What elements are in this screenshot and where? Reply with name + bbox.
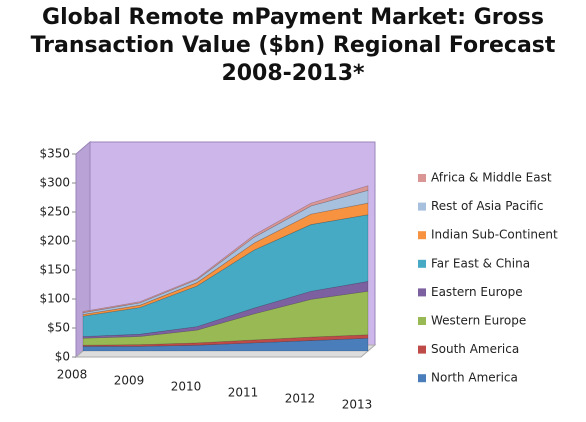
legend-label: Indian Sub-Continent — [431, 228, 558, 242]
y-tick-label: $200 — [39, 234, 70, 248]
y-tick-label: $50 — [47, 321, 70, 335]
legend-swatch — [418, 317, 426, 325]
x-tick-label: 2010 — [171, 380, 202, 394]
legend-label: Rest of Asia Pacific — [431, 199, 543, 213]
legend-swatch — [418, 345, 426, 354]
legend-label: Western Europe — [431, 314, 526, 328]
legend-swatch — [418, 231, 426, 240]
x-tick-label: 2013 — [342, 398, 373, 412]
y-tick-label: $300 — [39, 176, 70, 190]
area — [82, 185, 369, 314]
chart-title: Global Remote mPayment Market: Gross Tra… — [30, 5, 556, 86]
y-tick-label: $0 — [55, 350, 70, 364]
x-tick-label: 2008 — [57, 368, 88, 382]
x-tick-label: 2009 — [114, 374, 145, 388]
y-tick-label: $100 — [39, 292, 70, 306]
legend-label: North America — [431, 371, 518, 385]
legend-swatch — [418, 288, 426, 297]
x-tick-label: 2011 — [228, 386, 259, 400]
y-tick-label: $250 — [39, 205, 70, 219]
legend-label: Far East & China — [431, 256, 530, 270]
legend-swatch — [418, 202, 426, 211]
legend-label: South America — [431, 342, 519, 356]
y-tick-label: $150 — [39, 263, 70, 277]
legend-swatch — [418, 259, 426, 268]
legend-swatch — [418, 374, 426, 383]
legend-swatch — [418, 174, 426, 182]
legend-label: Eastern Europe — [431, 285, 523, 299]
legend-label: Africa & Middle East — [431, 171, 552, 185]
y-tick-label: $350 — [39, 147, 70, 161]
x-tick-label: 2012 — [285, 392, 316, 406]
